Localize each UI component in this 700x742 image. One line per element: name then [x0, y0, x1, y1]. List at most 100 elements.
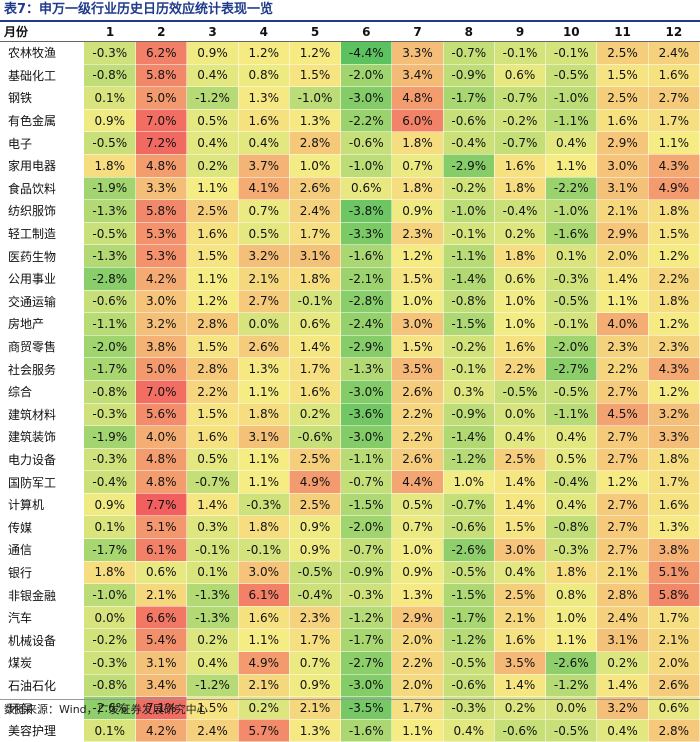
heatmap-cell: -0.5% [84, 222, 137, 246]
heatmap-cell: 2.6% [391, 380, 444, 404]
heatmap-cell: 1.6% [289, 380, 342, 404]
heatmap-cell: 7.0% [135, 380, 188, 404]
heatmap-cell: 1.6% [494, 628, 547, 653]
heatmap-cell: -3.8% [340, 199, 393, 223]
source-note: 数据来源：Wind，广发证券发展研究中心 [4, 703, 208, 716]
heatmap-cell: 1.6% [238, 109, 290, 133]
heatmap-cell: 0.9% [391, 561, 444, 585]
heatmap-cell: -0.6% [84, 290, 137, 314]
column-header: 5 [289, 22, 341, 42]
row-label: 环保 [0, 696, 85, 720]
heatmap-cell: -0.8% [84, 380, 137, 404]
heatmap-cell: -0.3% [84, 403, 137, 427]
heatmap-cell: -2.0% [84, 335, 137, 359]
heatmap-cell: 2.2% [391, 425, 444, 449]
heatmap-cell: 3.7% [238, 154, 290, 178]
heatmap-cell: -0.1% [443, 222, 495, 246]
row-label: 银行 [0, 561, 85, 585]
table-row: 纺织服饰 -1.3% 5.8% 2.5% 0.7% 2.4% -3.8% 0.9% -1.0% -… [0, 199, 700, 223]
row-label: 有色金属 [0, 109, 85, 133]
heatmap-cell: 3.2% [238, 244, 290, 268]
table-row: 食品饮料 -1.9% 3.3% 1.1% 4.1% 2.6% 0.6% 1.8% -0.2% 1.… [0, 177, 700, 201]
heatmap-cell: -0.4% [289, 583, 342, 607]
heatmap-cell: -2.9% [340, 335, 393, 359]
heatmap-cell: 0.8% [238, 64, 290, 88]
heatmap-cell: -1.0% [84, 583, 137, 607]
table-row: 传媒 0.1% 5.1% 0.3% 1.8% 0.9% -2.0% 0.7% -0.6% 1.5%… [0, 515, 700, 540]
heatmap-cell: 5.8% [648, 583, 700, 607]
heatmap-cell: 2.2% [391, 651, 444, 675]
heatmap-cell: -3.5% [340, 696, 393, 720]
table-row: 通信 -1.7% 6.1% -0.1% -0.1% 0.9% -0.7% 1.0% -2.6% 3… [0, 538, 700, 562]
heatmap-cell: 5.1% [135, 515, 188, 540]
heatmap-cell: 0.4% [545, 425, 598, 449]
heatmap-cell: 2.1% [238, 267, 290, 291]
heatmap-cell: 1.0% [494, 290, 547, 314]
heatmap-cell: 2.0% [391, 628, 444, 653]
heatmap-cell: 2.8% [596, 583, 649, 607]
heatmap-cell: 2.8% [289, 131, 342, 155]
heatmap-cell: 4.9% [238, 651, 290, 675]
heatmap-cell: 1.8% [289, 267, 342, 291]
row-label: 传媒 [0, 515, 85, 540]
table-row: 钢铁 0.1% 5.0% -1.2% 1.3% -1.0% -3.0% 4.8% -1.7% -0… [0, 86, 700, 110]
heatmap-cell: -3.0% [340, 425, 393, 449]
heatmap-cell: 0.6% [340, 177, 393, 201]
heatmap-cell: 1.6% [186, 425, 239, 449]
heatmap-cell: -1.1% [443, 244, 495, 268]
heatmap-cell: -2.2% [340, 109, 393, 133]
heatmap-cell: -0.5% [545, 64, 598, 88]
heatmap-cell: -1.9% [84, 425, 137, 449]
heatmap-cell: 0.2% [186, 154, 239, 178]
heatmap-cell: -2.6% [545, 651, 598, 675]
heatmap-cell: 2.2% [596, 357, 649, 381]
heatmap-cell: -0.8% [443, 290, 495, 314]
heatmap-cell: -3.6% [340, 403, 393, 427]
heatmap-cell: -1.7% [84, 357, 137, 381]
heatmap-cell: -1.2% [340, 606, 393, 630]
heatmap-cell: -0.3% [84, 651, 137, 675]
heatmap-cell: 2.3% [648, 335, 700, 359]
heatmap-cell: 4.0% [135, 425, 188, 449]
heatmap-cell: -0.4% [443, 131, 495, 155]
heatmap-cell: -2.0% [340, 515, 393, 540]
heatmap-cell: 0.5% [391, 493, 444, 517]
row-label: 石油石化 [0, 674, 85, 698]
heatmap-cell: 4.1% [238, 177, 290, 201]
heatmap-cell: 0.1% [84, 719, 137, 742]
row-label: 家用电器 [0, 154, 85, 178]
heatmap-cell: -0.1% [545, 41, 598, 65]
heatmap-cell: 1.5% [186, 696, 239, 720]
heatmap-cell: 1.5% [186, 403, 239, 427]
heatmap-cell: 4.0% [596, 312, 649, 336]
heatmap-cell: 1.2% [648, 312, 700, 336]
heatmap-cell: -1.7% [443, 86, 495, 110]
heatmap-cell: 2.5% [494, 448, 547, 472]
heatmap-cell: 0.6% [494, 267, 547, 291]
heatmap-cell: 0.2% [238, 696, 290, 720]
heatmap-cell: 3.3% [135, 177, 188, 201]
heatmap-cell: 2.8% [186, 357, 239, 381]
heatmap-cell: 1.8% [648, 448, 700, 472]
heatmap-cell: 1.3% [289, 109, 342, 133]
heatmap-cell: 1.7% [648, 109, 700, 133]
heatmap-cell: 0.7% [391, 154, 444, 178]
table-row: 交通运输 -0.6% 3.0% 1.2% 2.7% -0.1% -2.8% 1.0% -0.8%… [0, 290, 700, 314]
row-label: 轻工制造 [0, 222, 85, 246]
heatmap-cell: 1.1% [648, 131, 700, 155]
heatmap-cell: 1.5% [391, 267, 444, 291]
heatmap-cell: -0.1% [238, 538, 290, 562]
row-label: 电子 [0, 131, 85, 155]
heatmap-cell: 3.8% [648, 538, 700, 562]
heatmap-cell: 2.5% [289, 448, 342, 472]
table-row: 公用事业 -2.8% 4.2% 1.1% 2.1% 1.8% -2.1% 1.5% -1.4% 0… [0, 267, 700, 291]
heatmap-cell: -1.4% [443, 425, 495, 449]
heatmap-cell: 7.0% [135, 109, 188, 133]
heatmap-cell: 6.6% [135, 606, 188, 630]
heatmap-cell: 1.8% [391, 131, 444, 155]
row-label: 国防军工 [0, 470, 85, 494]
heatmap-cell: 1.5% [186, 244, 239, 268]
table-row: 家用电器 1.8% 4.8% 0.2% 3.7% 1.0% -1.0% 0.7% -2.9% 1.… [0, 154, 700, 178]
heatmap-cell: -1.9% [84, 177, 137, 201]
heatmap-cell: 1.2% [186, 290, 239, 314]
